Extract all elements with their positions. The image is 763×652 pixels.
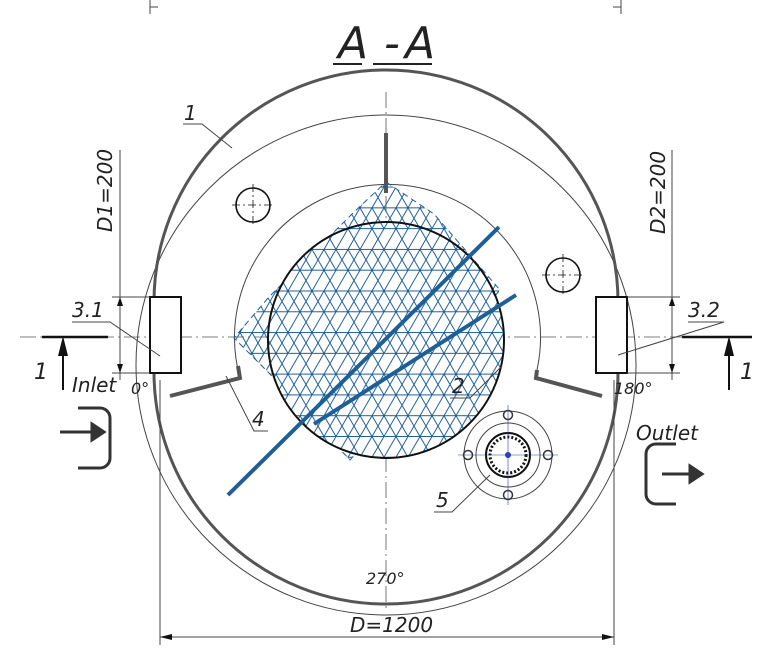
mesh-bar-upper [312,293,518,426]
inner-chamber-wall-bottom [152,371,620,606]
callout-32: 3.2 [688,298,720,322]
vent-left-icon [232,184,274,226]
outlet-pipe [595,296,628,374]
inlet-label: Inlet [72,373,117,397]
d2-dimension-lines [627,150,680,380]
vent-right-icon [542,254,584,296]
left-baffle [169,365,243,398]
callout-2: 2 [452,374,465,398]
angle-inlet: 0° [131,379,149,398]
d-dimension-lines [159,380,615,645]
callout-1: 1 [184,101,197,125]
inlet-pipe [149,296,182,374]
callout-1-leader [183,123,233,149]
d2-arrows [669,297,675,373]
callout-32-leader [617,321,725,356]
frame-tick-right [613,0,622,14]
d1-label: D1=200 [93,149,117,232]
angle-outlet: 180° [614,379,653,398]
d1-dimension-lines [112,150,150,380]
section-mark-right-label: 1 [740,360,754,385]
section-mark-left-label: 1 [34,360,48,385]
section-mark-right-head [724,336,734,356]
section-mark-left-head [58,336,68,356]
callout-31: 3.1 [72,298,104,322]
callout-31-leader [72,321,161,357]
frame-tick-left [149,0,158,14]
outlet-arrow-icon [644,442,705,506]
angle-bottom: 270° [366,569,405,588]
section-title-dash: - [384,18,400,69]
callout-4: 4 [252,407,265,431]
outer-wall-circle [135,114,637,616]
callout-2-leader [450,365,503,399]
right-baffle [533,369,603,398]
hatch-flange-icon [458,405,558,505]
inlet-arrow-icon [60,406,112,470]
d-label: D=1200 [350,613,433,637]
d2-label: D2=200 [646,151,670,234]
d1-arrows [117,297,123,373]
screen-circle [267,221,505,459]
callout-4-leader [225,375,268,432]
outlet-label: Outlet [636,421,699,445]
mesh-bar-lower [226,225,501,497]
callout-5-leader [434,474,491,513]
callout-5: 5 [436,488,449,512]
section-title-right: A [402,18,435,69]
section-title-left: A [335,18,368,69]
inner-chamber-wall [152,68,620,303]
